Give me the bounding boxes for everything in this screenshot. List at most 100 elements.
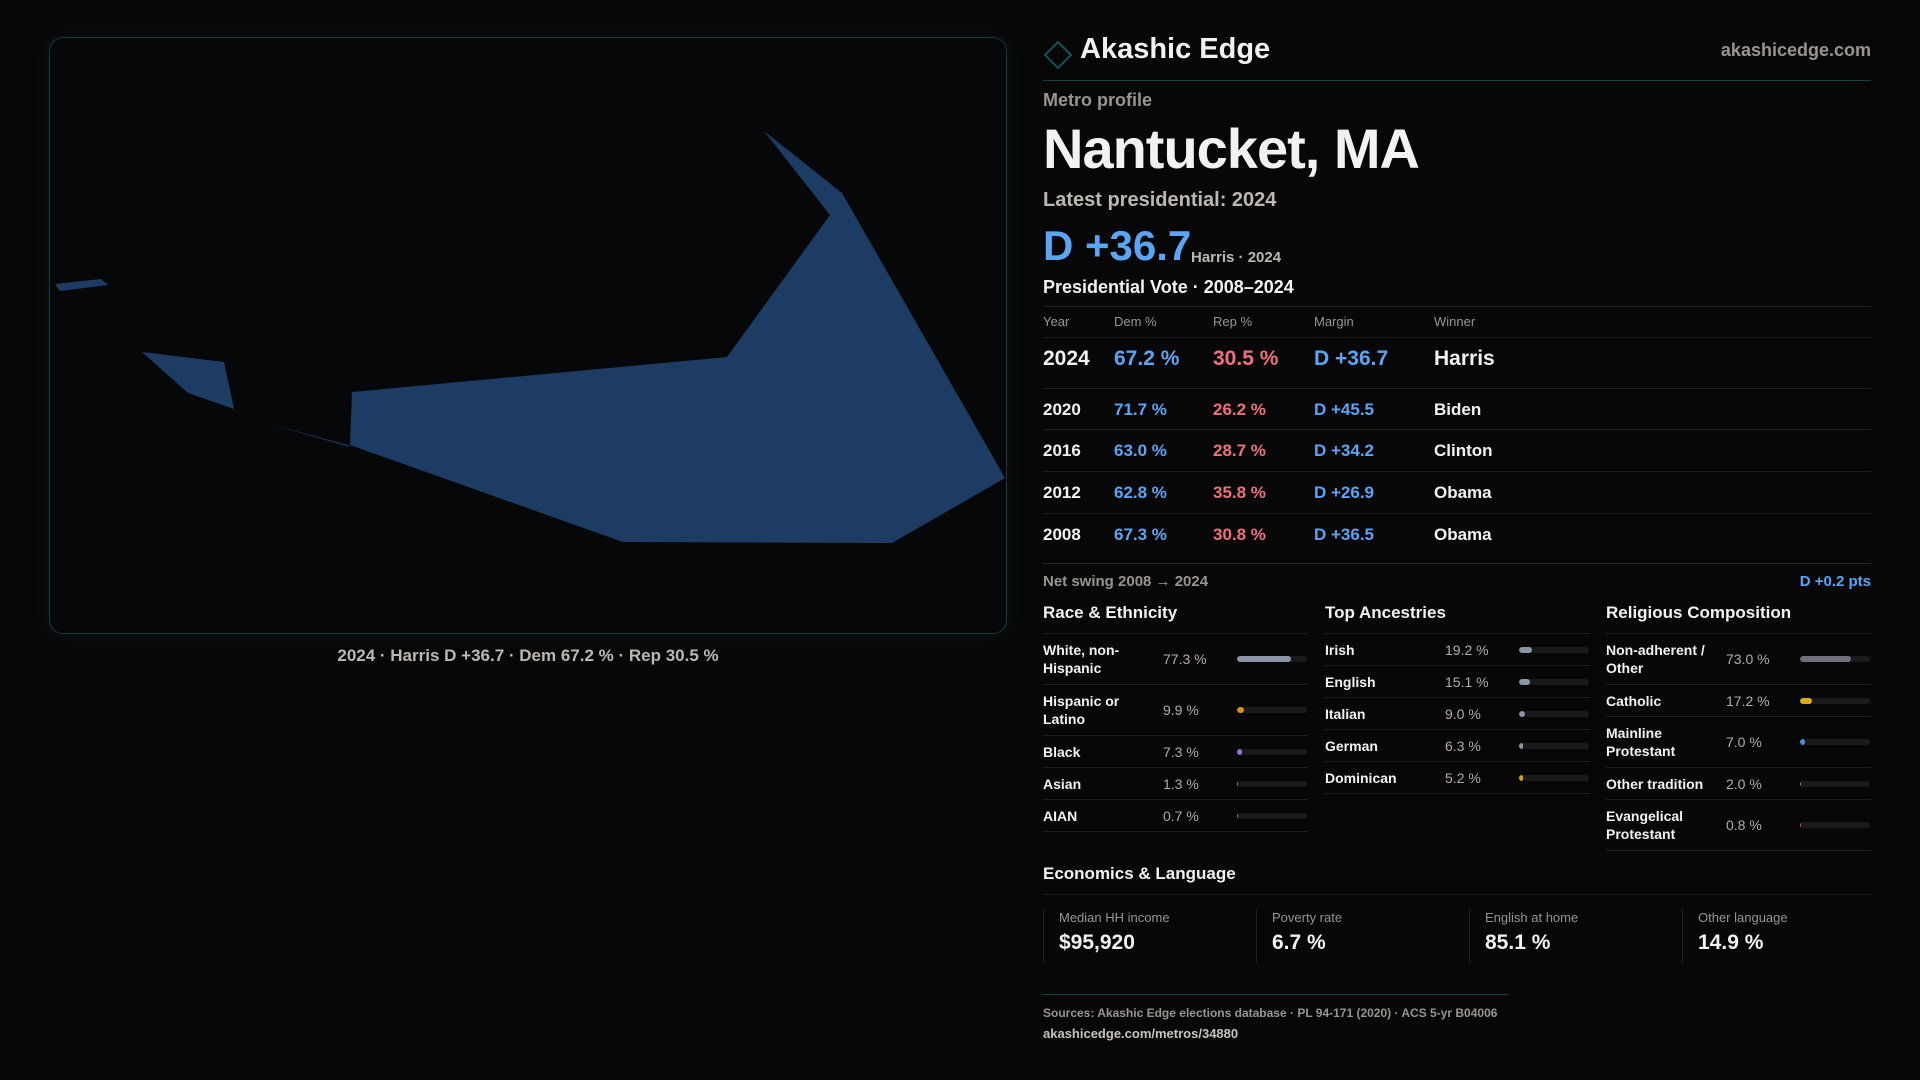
item-bar [1800,656,1870,662]
item-label: Hispanic or Latino [1043,693,1120,727]
col-rep: Rep % [1213,314,1253,329]
list-item: AIAN 0.7 % [1043,799,1308,831]
item-value: 5.2 % [1445,769,1481,786]
metro-url[interactable]: akashicedge.com/metros/34880 [1043,1026,1239,1041]
cell-year: 2016 [1043,441,1081,460]
item-bar [1800,822,1870,828]
item-bar [1800,780,1870,787]
item-bar [1519,742,1589,749]
vote-table-title: Presidential Vote · 2008–2024 [1043,277,1294,297]
county-map [55,131,1005,543]
item-label: Other tradition [1606,775,1704,792]
item-bar-fill [1800,656,1852,662]
item-bar-fill [1237,812,1239,819]
item-bar-fill [1237,707,1244,713]
map-panel[interactable] [49,37,1007,634]
race-section: Race & Ethnicity White, non-Hispanic 77.3 … [1043,603,1308,832]
col-margin: Margin [1314,314,1354,329]
item-bar-fill [1519,710,1526,717]
col-winner: Winner [1434,314,1476,329]
item-value: 7.3 % [1163,743,1199,760]
ancestry-title: Top Ancestries [1325,603,1446,622]
item-bar-fill [1237,780,1239,787]
page-title: Nantucket, MA [1043,117,1420,180]
item-bar-fill [1519,742,1524,749]
item-label: White, non-Hispanic [1043,642,1120,676]
item-value: 17.2 % [1726,692,1770,709]
item-bar-fill [1519,646,1533,653]
site-link[interactable]: akashicedge.com [1720,40,1871,60]
item-bar [1237,780,1307,787]
cell-winner: Biden [1434,400,1482,419]
island-sliver-shape [258,421,350,447]
econ-stat: Median HH income $95,920 [1043,910,1256,962]
item-bar [1800,739,1870,745]
item-bar [1237,812,1307,819]
col-year: Year [1043,314,1070,329]
latest-presidential: Latest presidential: 2024 [1043,189,1277,211]
item-value: 0.8 % [1726,817,1762,833]
stat-value: 14.9 % [1698,931,1764,954]
item-label: Asian [1043,775,1082,792]
list-item: Mainline Protestant 7.0 % [1606,716,1871,767]
item-bar-fill [1800,822,1802,828]
item-label: Evangelical Protestant [1606,808,1684,842]
item-value: 2.0 % [1726,775,1762,792]
vote-row: 2016 63.0 % 28.7 % D +34.2 Clinton [1043,437,1871,479]
item-label: AIAN [1043,807,1078,824]
map-shapes [55,131,1005,543]
cell-year: 2024 [1043,347,1090,370]
item-bar [1237,748,1307,755]
list-item: Irish 19.2 % [1325,633,1590,665]
item-value: 9.9 % [1163,702,1199,718]
item-value: 6.3 % [1445,737,1481,754]
vote-row: 2012 62.8 % 35.8 % D +26.9 Obama [1043,479,1871,521]
headline-margin: D +36.7 [1043,222,1192,269]
list-item: Evangelical Protestant 0.8 % [1606,799,1871,850]
cell-margin: D +36.7 [1314,347,1389,370]
item-bar-fill [1237,656,1292,662]
econ-stat: Poverty rate 6.7 % [1256,910,1469,962]
item-value: 73.0 % [1726,651,1770,667]
margin-note: Harris · 2024 [1191,249,1282,266]
item-label: Italian [1325,705,1366,722]
ancestry-section: Top Ancestries Irish 19.2 % English 15.1 % It… [1325,603,1590,794]
brand-name: Akashic Edge [1080,33,1271,65]
list-item: Non-adherent / Other 73.0 % [1606,633,1871,684]
cell-margin: D +34.2 [1314,441,1375,460]
stat-label: Median HH income [1059,910,1170,925]
stat-label: English at home [1485,910,1579,925]
list-item: English 15.1 % [1325,665,1590,697]
item-value: 9.0 % [1445,705,1481,722]
swing-label: Net swing 2008 → 2024 [1043,573,1209,590]
cell-margin: D +36.5 [1314,525,1375,544]
col-dem: Dem % [1114,314,1157,329]
profile-panel: Akashic Edge akashicedge.com Metro profi… [1043,0,1871,1080]
cell-rep: 30.5 % [1213,347,1279,370]
item-bar [1519,774,1589,781]
item-value: 0.7 % [1163,807,1199,824]
cell-dem: 62.8 % [1114,483,1167,502]
item-label: English [1325,673,1376,690]
cell-winner: Obama [1434,483,1492,502]
list-item: Hispanic or Latino 9.9 % [1043,684,1308,735]
item-bar [1800,697,1870,704]
cell-rep: 30.8 % [1213,525,1266,544]
item-label: German [1325,737,1378,754]
list-item: Dominican 5.2 % [1325,761,1590,793]
footer-divider [1043,994,1509,995]
map-caption: 2024 · Harris D +36.7 · Dem 67.2 % · Rep… [337,646,719,665]
econ-title: Economics & Language [1043,864,1236,883]
vote-row: 2020 71.7 % 26.2 % D +45.5 Biden [1043,396,1871,437]
diamond-logo-icon [1043,40,1073,70]
item-label: Non-adherent / Other [1606,642,1705,676]
cell-rep: 28.7 % [1213,441,1266,460]
nantucket-island-shape[interactable] [350,131,1005,543]
econ-stat: English at home 85.1 % [1469,910,1682,962]
list-item: Black 7.3 % [1043,735,1308,767]
cell-year: 2008 [1043,525,1081,544]
item-bar-fill [1800,780,1802,787]
item-bar [1519,710,1589,717]
list-item: German 6.3 % [1325,729,1590,761]
list-item: Asian 1.3 % [1043,767,1308,799]
